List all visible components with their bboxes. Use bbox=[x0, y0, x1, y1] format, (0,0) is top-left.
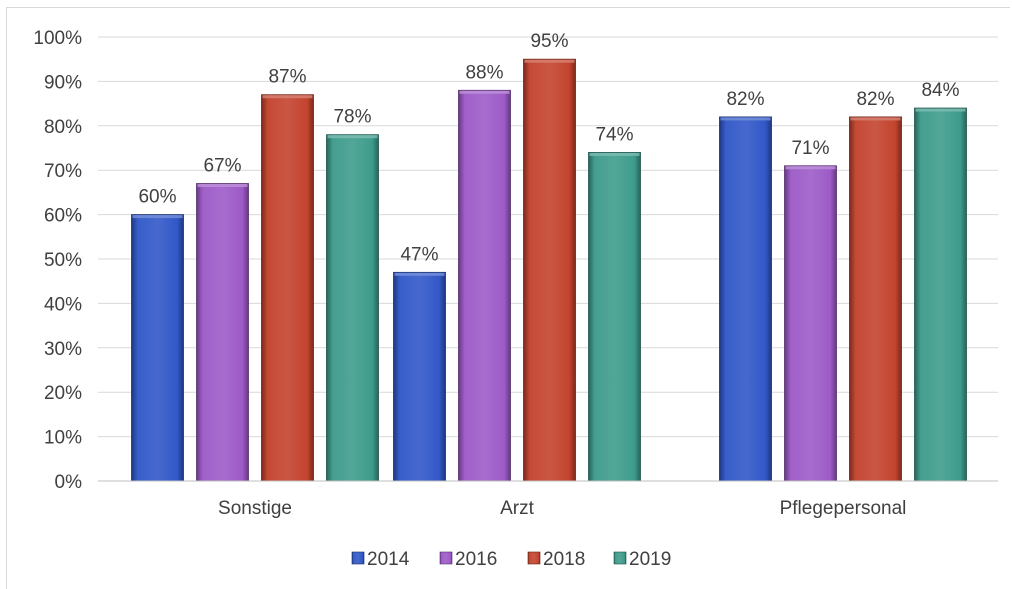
bar bbox=[131, 214, 184, 482]
data-label: 82% bbox=[726, 89, 764, 110]
legend-swatch bbox=[527, 551, 541, 565]
legend: 2014 2016 2018 2019 bbox=[351, 549, 671, 570]
bar-highlight bbox=[915, 108, 966, 112]
legend-label: 2014 bbox=[367, 549, 410, 570]
legend-swatch bbox=[613, 551, 627, 565]
data-label: 71% bbox=[791, 138, 829, 159]
bar bbox=[784, 165, 837, 482]
data-label: 67% bbox=[203, 156, 241, 177]
bar bbox=[458, 89, 511, 482]
data-label: 88% bbox=[465, 62, 503, 83]
data-label: 47% bbox=[400, 244, 438, 265]
bar bbox=[588, 152, 641, 482]
bar bbox=[849, 116, 902, 482]
x-tick-label: Arzt bbox=[500, 498, 535, 519]
y-tick-label: 60% bbox=[44, 206, 82, 227]
y-tick-label: 90% bbox=[44, 72, 82, 93]
bar bbox=[523, 58, 576, 482]
y-tick-label: 0% bbox=[55, 472, 83, 493]
data-label: 87% bbox=[268, 67, 306, 88]
y-tick-label: 70% bbox=[44, 161, 82, 182]
legend-label: 2016 bbox=[455, 549, 497, 570]
y-tick-label: 50% bbox=[44, 250, 82, 271]
bar-highlight bbox=[785, 166, 836, 170]
data-label: 84% bbox=[921, 80, 959, 101]
bar-highlight bbox=[720, 117, 771, 121]
y-tick-label: 40% bbox=[44, 294, 82, 315]
data-labels: 60% 67% 87% 78% 47% 88% 95% 74% 82% 71% 82% 84% bbox=[138, 31, 959, 265]
data-label: 95% bbox=[530, 31, 568, 52]
y-tick-label: 20% bbox=[44, 383, 82, 404]
bar-highlight bbox=[589, 152, 640, 156]
bar-highlight bbox=[262, 95, 313, 99]
bar-highlight bbox=[524, 59, 575, 63]
bar bbox=[196, 183, 249, 482]
bar-highlight bbox=[459, 90, 510, 94]
x-tick-label: Pflegepersonal bbox=[780, 498, 907, 519]
chart-frame-top bbox=[6, 7, 1010, 8]
legend-swatch bbox=[439, 551, 453, 565]
bar-highlight bbox=[327, 135, 378, 139]
y-tick-label: 10% bbox=[44, 428, 82, 449]
bar bbox=[326, 134, 379, 482]
y-tick-label: 80% bbox=[44, 117, 82, 138]
x-tick-label: Sonstige bbox=[218, 498, 292, 519]
axes: 0% 10% 20% 30% 40% 50% 60% 70% 80% 90% 100% Sonstig… bbox=[33, 28, 998, 519]
bar-highlight bbox=[132, 215, 183, 219]
bar-highlight bbox=[394, 272, 445, 276]
bar-highlight bbox=[197, 184, 248, 188]
data-label: 82% bbox=[856, 89, 894, 110]
y-tick-label: 100% bbox=[33, 28, 82, 49]
bar bbox=[914, 107, 967, 482]
chart-frame-left bbox=[6, 7, 7, 589]
y-tick-label: 30% bbox=[44, 339, 82, 360]
bars bbox=[131, 58, 967, 482]
data-label: 60% bbox=[138, 187, 176, 208]
bar bbox=[261, 94, 314, 482]
data-label: 78% bbox=[333, 107, 371, 128]
bar bbox=[393, 271, 446, 482]
legend-swatch bbox=[351, 551, 365, 565]
bar-highlight bbox=[850, 117, 901, 121]
data-label: 74% bbox=[595, 124, 633, 145]
legend-label: 2018 bbox=[543, 549, 585, 570]
bar bbox=[719, 116, 772, 482]
legend-label: 2019 bbox=[629, 549, 671, 570]
